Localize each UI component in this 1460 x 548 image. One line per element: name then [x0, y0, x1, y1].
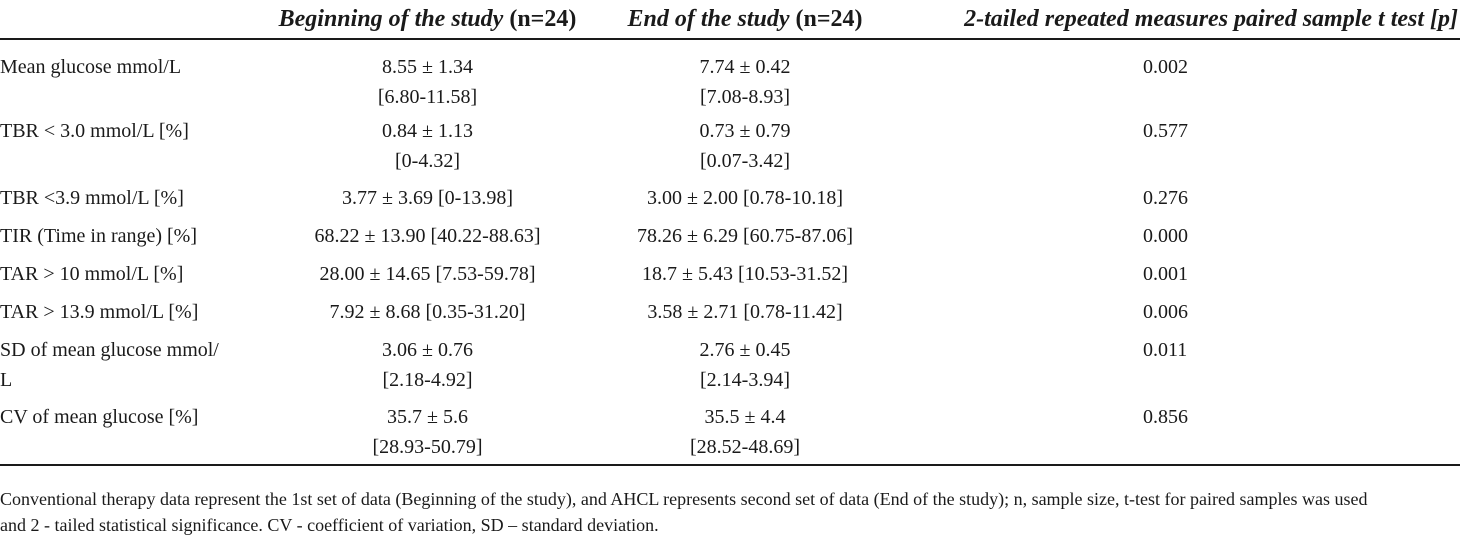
end-value-line: 7.74 ± 0.42	[699, 56, 791, 78]
table-row: Mean glucose mmol/L 8.55 ± 1.34 [6.80-11.5…	[0, 39, 1460, 112]
row-label: TAR > 10 mmol/L [%]	[0, 255, 250, 293]
beginning-value: 7.92 ± 8.68 [0.35-31.20]	[250, 293, 605, 331]
table-row: TIR (Time in range) [%] 68.22 ± 13.90 [40…	[0, 217, 1460, 255]
table-footnote: Conventional therapy data represent the …	[0, 486, 1460, 538]
beginning-value-line: 7.92 ± 8.68 [0.35-31.20]	[329, 301, 526, 323]
beginning-value-line: 68.22 ± 13.90 [40.22-88.63]	[314, 225, 541, 247]
p-value: 0.276	[1143, 187, 1188, 209]
table-row: TBR <3.9 mmol/L [%] 3.77 ± 3.69 [0-13.98]…	[0, 179, 1460, 217]
p-value: 0.856	[885, 398, 1460, 466]
end-value: 7.74 ± 0.42 [7.08-8.93]	[605, 39, 885, 112]
row-label: SD of mean glucose mmol/L	[0, 331, 250, 398]
footnote-line-2: and 2 - tailed statistical significance.…	[0, 515, 659, 535]
end-value: 3.58 ± 2.71 [0.78-11.42]	[605, 293, 885, 331]
end-value-line: 78.26 ± 6.29 [60.75-87.06]	[637, 225, 853, 247]
end-value: 0.73 ± 0.79 [0.07-3.42]	[605, 112, 885, 179]
end-value-line: [7.08-8.93]	[700, 86, 790, 108]
end-value: 2.76 ± 0.45 [2.14-3.94]	[605, 331, 885, 398]
column-header-title: End of the study	[627, 6, 790, 32]
beginning-value-line: 8.55 ± 1.34	[382, 56, 473, 78]
beginning-value: 35.7 ± 5.6 [28.93-50.79]	[250, 398, 605, 466]
table-row: SD of mean glucose mmol/L 3.06 ± 0.76 [2.1…	[0, 331, 1460, 398]
row-label: CV of mean glucose [%]	[0, 398, 250, 466]
row-label-line: Mean glucose mmol/L	[0, 56, 182, 78]
column-header-3: 2-tailed repeated measures paired sample…	[885, 0, 1460, 40]
end-value-line: 18.7 ± 5.43 [10.53-31.52]	[642, 263, 848, 285]
column-header-sample-size: (n=24)	[789, 6, 863, 32]
row-label: TAR > 13.9 mmol/L [%]	[0, 293, 250, 331]
row-label: TIR (Time in range) [%]	[0, 217, 250, 255]
row-label: TBR < 3.0 mmol/L [%]	[0, 112, 250, 179]
beginning-value-line: [6.80-11.58]	[377, 86, 478, 108]
end-value-line: 3.58 ± 2.71 [0.78-11.42]	[647, 301, 843, 323]
column-header-1: Beginning of the study (n=24)	[250, 0, 605, 40]
beginning-value-line: 0.84 ± 1.13	[382, 120, 473, 142]
column-header-sample-size: (n=24)	[503, 6, 577, 32]
end-value: 18.7 ± 5.43 [10.53-31.52]	[605, 255, 885, 293]
column-header-2: End of the study (n=24)	[605, 0, 885, 40]
row-label-line: TBR < 3.0 mmol/L [%]	[0, 120, 189, 142]
p-value: 0.011	[1143, 339, 1188, 361]
end-value-line: 3.00 ± 2.00 [0.78-10.18]	[647, 187, 843, 209]
p-value: 0.000	[1143, 225, 1188, 247]
row-label-line: TAR > 10 mmol/L [%]	[0, 263, 184, 285]
row-label-line: TBR <3.9 mmol/L [%]	[0, 187, 184, 209]
beginning-value: 0.84 ± 1.13 [0-4.32]	[250, 112, 605, 179]
beginning-value-line: [0-4.32]	[395, 150, 460, 172]
row-label-line: SD of mean glucose mmol/	[0, 339, 219, 361]
column-header-title: Beginning of the study	[278, 6, 504, 32]
end-value: 78.26 ± 6.29 [60.75-87.06]	[605, 217, 885, 255]
end-value-line: [28.52-48.69]	[690, 436, 800, 458]
column-header-0	[0, 0, 250, 40]
footnote-line-1: Conventional therapy data represent the …	[0, 489, 1368, 509]
column-header-title: 2-tailed repeated measures paired sample…	[964, 6, 1458, 32]
header-row: Beginning of the study (n=24) End of the …	[0, 0, 1460, 40]
beginning-value: 3.06 ± 0.76 [2.18-4.92]	[250, 331, 605, 398]
table-row: TAR > 10 mmol/L [%] 28.00 ± 14.65 [7.53-5…	[0, 255, 1460, 293]
table-row: TBR < 3.0 mmol/L [%] 0.84 ± 1.13 [0-4.32] 0…	[0, 112, 1460, 179]
row-label-line: TAR > 13.9 mmol/L [%]	[0, 301, 199, 323]
beginning-value-line: 35.7 ± 5.6	[387, 406, 468, 428]
end-value: 3.00 ± 2.00 [0.78-10.18]	[605, 179, 885, 217]
table-body: Mean glucose mmol/L 8.55 ± 1.34 [6.80-11.5…	[0, 39, 1460, 466]
beginning-value: 68.22 ± 13.90 [40.22-88.63]	[250, 217, 605, 255]
p-value: 0.001	[1143, 263, 1188, 285]
beginning-value-line: 3.77 ± 3.69 [0-13.98]	[342, 187, 513, 209]
p-value: 0.002	[1143, 56, 1188, 78]
row-label: TBR <3.9 mmol/L [%]	[0, 179, 250, 217]
beginning-value: 28.00 ± 14.65 [7.53-59.78]	[250, 255, 605, 293]
beginning-value: 8.55 ± 1.34 [6.80-11.58]	[250, 39, 605, 112]
beginning-value-line: 3.06 ± 0.76	[382, 339, 473, 361]
end-value-line: 2.76 ± 0.45	[699, 339, 791, 361]
row-label-line: CV of mean glucose [%]	[0, 406, 199, 428]
beginning-value-line: [2.18-4.92]	[382, 369, 473, 391]
end-value-line: 35.5 ± 4.4	[704, 406, 786, 428]
p-value: 0.577	[1143, 120, 1188, 142]
row-label: Mean glucose mmol/L	[0, 39, 250, 112]
end-value-line: 0.73 ± 0.79	[699, 120, 791, 142]
table-row: TAR > 13.9 mmol/L [%] 7.92 ± 8.68 [0.35-3…	[0, 293, 1460, 331]
row-label-line: TIR (Time in range) [%]	[0, 225, 197, 247]
table-header: Beginning of the study (n=24) End of the …	[0, 0, 1460, 40]
beginning-value-line: 28.00 ± 14.65 [7.53-59.78]	[319, 263, 536, 285]
results-table: Beginning of the study (n=24) End of the …	[0, 0, 1460, 466]
row-label-line: L	[0, 369, 13, 391]
table-row: CV of mean glucose [%] 35.7 ± 5.6 [28.93-5…	[0, 398, 1460, 466]
end-value-line: [0.07-3.42]	[700, 150, 790, 172]
p-value: 0.006	[1143, 301, 1188, 323]
beginning-value-line: [28.93-50.79]	[372, 436, 483, 458]
end-value: 35.5 ± 4.4 [28.52-48.69]	[605, 398, 885, 466]
beginning-value: 3.77 ± 3.69 [0-13.98]	[250, 179, 605, 217]
end-value-line: [2.14-3.94]	[700, 369, 790, 391]
